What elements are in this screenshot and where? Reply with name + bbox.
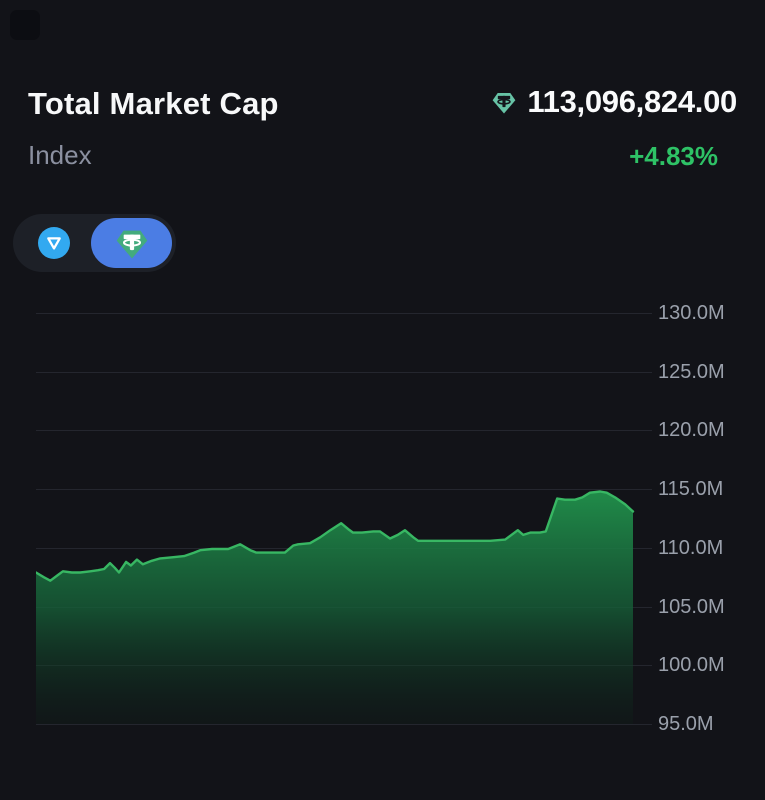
corner-tile — [10, 10, 40, 40]
market-cap-value-row: 113,096,824.00 — [490, 84, 737, 120]
market-cap-value: 113,096,824.00 — [527, 84, 737, 119]
y-axis-tick-label: 105.0M — [658, 595, 725, 618]
y-axis-tick-label: 95.0M — [658, 713, 714, 735]
page-subtitle: Index — [28, 140, 92, 170]
change-percent: +4.83% — [629, 141, 718, 171]
y-axis-tick-label: 125.0M — [658, 360, 725, 383]
page-title: Total Market Cap — [28, 86, 279, 121]
gridline — [36, 724, 652, 725]
toggle-option-usdt[interactable] — [91, 218, 172, 268]
chart-area-fill — [36, 491, 633, 724]
y-axis-tick-label: 130.0M — [658, 302, 725, 324]
toggle-option-ton[interactable] — [17, 218, 91, 268]
chart-line — [36, 490, 635, 582]
y-axis-tick-label: 110.0M — [658, 536, 724, 559]
tether-icon — [490, 89, 518, 116]
y-axis-tick-label: 120.0M — [658, 419, 725, 442]
gridline — [36, 313, 652, 314]
gridline — [36, 489, 652, 491]
market-cap-area-chart[interactable] — [36, 290, 636, 736]
tether-icon — [114, 226, 150, 261]
gridline — [36, 430, 652, 432]
asset-toggle — [13, 214, 176, 272]
gridline — [36, 371, 652, 373]
y-axis-tick-label: 115.0M — [658, 478, 724, 501]
y-axis-tick-label: 100.0M — [658, 654, 725, 677]
ton-icon — [38, 227, 70, 259]
